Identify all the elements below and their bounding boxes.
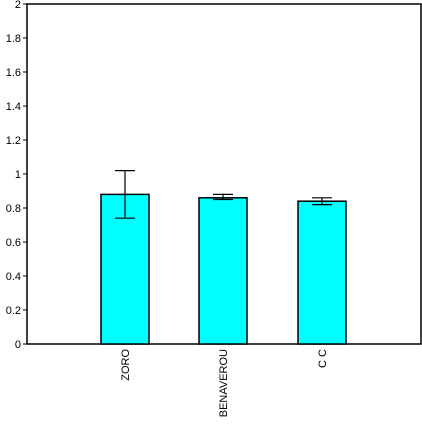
y-tick-label: 1 (15, 169, 21, 181)
bar (297, 200, 347, 345)
x-category-label: ZORO (120, 349, 132, 381)
y-tick-label: 2 (15, 0, 21, 11)
y-tick-label: 0.6 (6, 237, 21, 249)
y-tick-label: 1.8 (6, 33, 21, 45)
bar (198, 197, 248, 345)
x-category-label: C C (317, 349, 329, 368)
error-bars (115, 170, 332, 219)
y-tick-label: 0 (15, 339, 21, 351)
y-tick-label: 1.6 (6, 67, 21, 79)
bars (100, 193, 347, 345)
bar (100, 193, 150, 345)
y-tick-label: 0.4 (6, 271, 21, 283)
x-axis-labels: ZORO BENAVEROU C C (120, 349, 329, 418)
y-axis: 0 0.2 0.4 0.6 0.8 1 1.2 1.4 1.6 1.8 2 (6, 0, 27, 351)
y-tick-label: 0.8 (6, 203, 21, 215)
y-tick-label: 1.2 (6, 135, 21, 147)
y-tick-label: 1.4 (6, 101, 21, 113)
x-category-label: BENAVEROU (218, 349, 230, 417)
y-tick-label: 0.2 (6, 305, 21, 317)
